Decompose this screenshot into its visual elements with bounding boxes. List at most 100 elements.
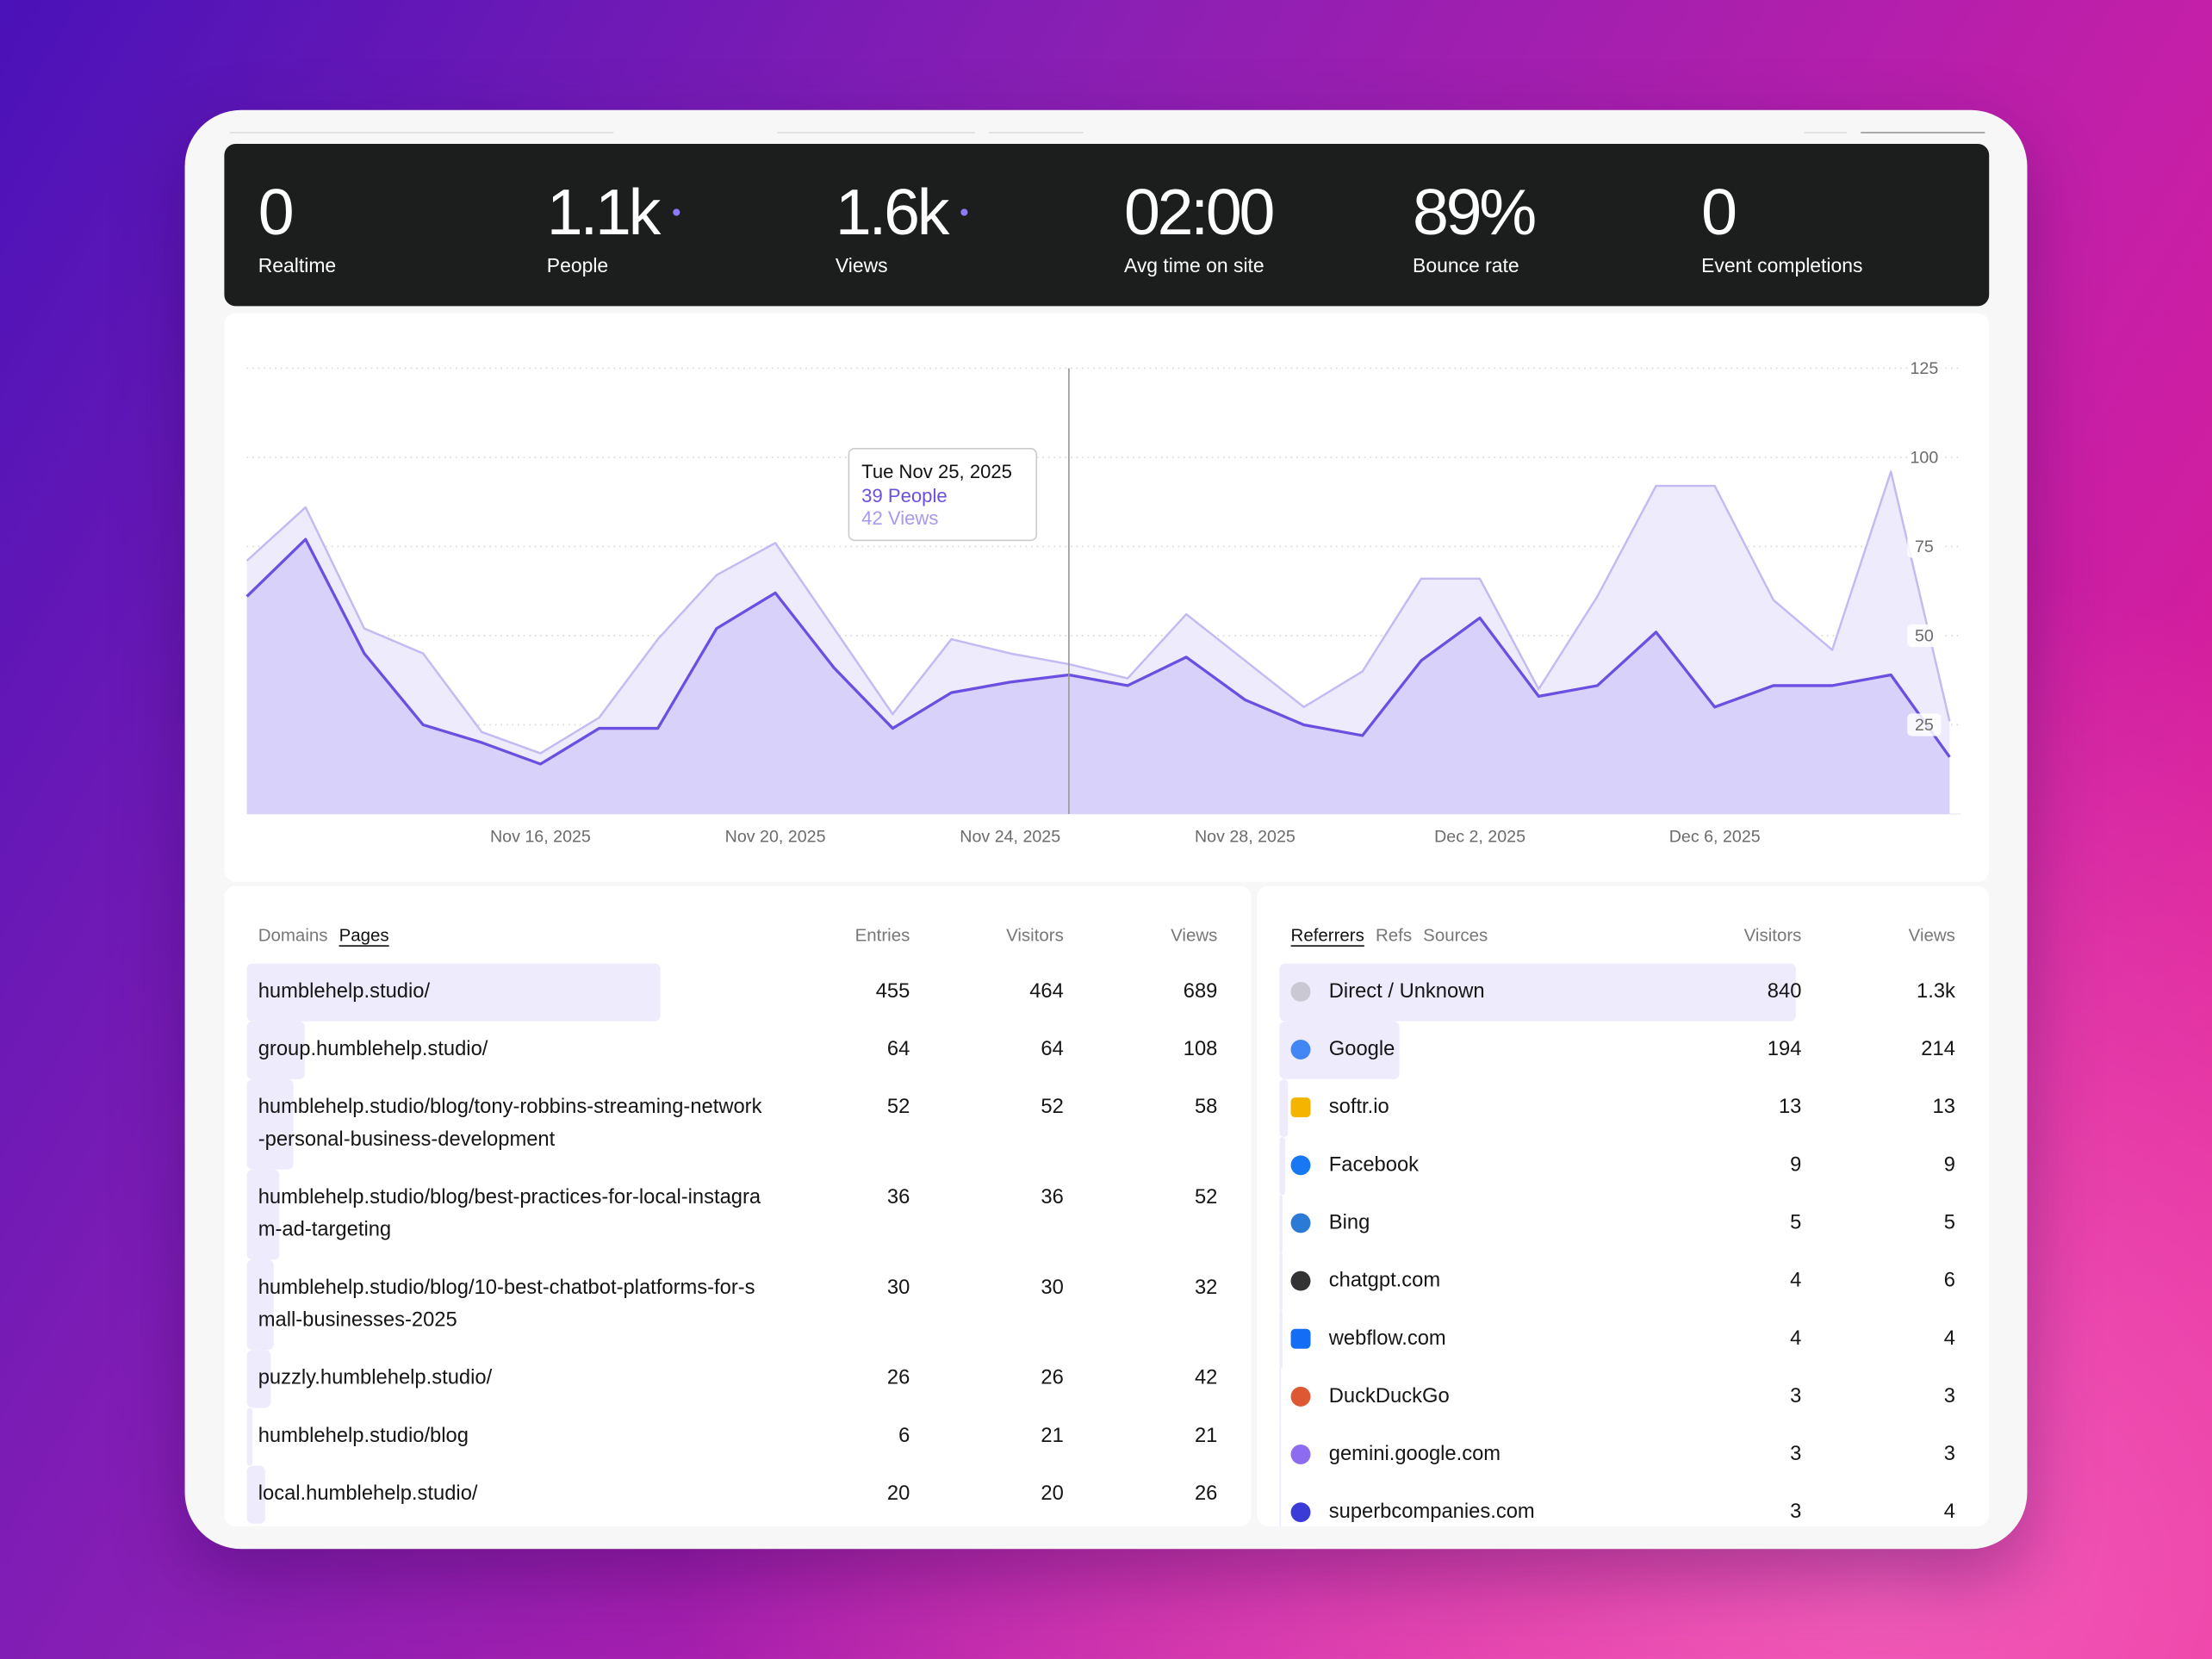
cell: 6 <box>1943 1269 1955 1293</box>
tab[interactable]: Referrers <box>1290 925 1364 946</box>
cell: 464 <box>1029 980 1064 1003</box>
x-tick-label: Nov 16, 2025 <box>490 828 591 847</box>
referrer-icon <box>1290 1040 1311 1059</box>
row-name: humblehelp.studio/ <box>258 980 431 1003</box>
stat: 1.1k People <box>547 175 680 276</box>
referrer-icon <box>1290 1386 1311 1407</box>
table-row: DuckDuckGo 3 3 <box>1279 1368 1989 1426</box>
tabs: Referrers Refs Sources <box>1291 925 1500 945</box>
referrer-icon <box>1290 1328 1311 1349</box>
row-name: Direct / Unknown <box>1328 980 1485 1003</box>
y-tick-label: 75 <box>1915 537 1934 556</box>
row-name: local.humblehelp.studio/ <box>258 1482 478 1506</box>
row-name: webflow.com <box>1328 1327 1446 1351</box>
cell: 455 <box>875 980 910 1003</box>
row-name: chatgpt.com <box>1328 1269 1441 1293</box>
stat-value-row: 1.1k <box>547 175 680 248</box>
cell: 64 <box>1041 1038 1064 1061</box>
cell: 30 <box>886 1277 910 1300</box>
tooltip-line: 39 People <box>861 485 948 506</box>
cell: 20 <box>886 1482 910 1506</box>
row-name: humblehelp.studio/blog/10-best-chatbot-p… <box>258 1277 755 1333</box>
row-bar <box>246 1078 295 1170</box>
table-row: humblehelp.studio/455 464 689 <box>246 963 1252 1022</box>
row-bar <box>246 1259 275 1351</box>
y-tick-label: 125 <box>1911 359 1939 378</box>
cell: 3 <box>1943 1443 1955 1466</box>
cell: 26 <box>1194 1482 1218 1506</box>
tab[interactable]: Sources <box>1423 925 1488 946</box>
cell: 6 <box>898 1425 910 1448</box>
tabs: Domains Pages <box>258 925 401 945</box>
stat: 89% Bounce rate <box>1413 175 1537 276</box>
tab[interactable]: Pages <box>339 925 389 946</box>
tab[interactable]: Domains <box>258 925 328 946</box>
cell: 3 <box>1790 1443 1802 1466</box>
x-tick-label: Nov 24, 2025 <box>960 828 1060 847</box>
referrer-icon <box>1290 1271 1311 1291</box>
referrers-panel: Referrers Refs Sources Visitors Views Direct … <box>1257 885 1990 1527</box>
stat-value: 1.6k <box>835 175 950 249</box>
stat-value-row: 89% <box>1413 175 1537 248</box>
tick-label-bg <box>1907 357 1942 380</box>
row-name: Facebook <box>1328 1153 1420 1177</box>
table-row: group.humblehelp.studio/64 64 108 <box>246 1021 1252 1079</box>
cell: 4 <box>1790 1269 1802 1293</box>
cell: 13 <box>1932 1096 1955 1119</box>
stat-value-row: 0 <box>258 175 336 248</box>
cell: 689 <box>1183 980 1218 1003</box>
cell: 13 <box>1778 1096 1802 1119</box>
row-bar <box>246 1407 252 1466</box>
referrer-icon <box>1290 1155 1311 1176</box>
table-row: Direct / Unknown 840 1.3k <box>1279 963 1989 1022</box>
table-row: Bing 5 5 <box>1279 1195 1989 1253</box>
row-bar <box>246 1350 271 1408</box>
row-bar <box>1279 1426 1282 1484</box>
dashboard-window: 0 Realtime 1.1k People 1.6k Views 02:00 Avg tim… <box>184 109 2028 1550</box>
chart: 25 50 75 100 125 Nov 16, 2025 Nov 20, 2025 Nov … <box>245 357 1961 847</box>
tick-label-bg <box>1907 713 1942 736</box>
table-row: Facebook 9 9 <box>1279 1137 1989 1196</box>
stats-bar: 0 Realtime 1.1k People 1.6k Views 02:00 Avg tim… <box>224 144 1990 307</box>
column-header: Views <box>1908 925 1955 946</box>
cell: 52 <box>1194 1186 1218 1209</box>
row-bar <box>246 1021 306 1079</box>
cell: 4 <box>1943 1327 1955 1351</box>
tooltip-title: Tue Nov 25, 2025 <box>861 461 1012 482</box>
series-line <box>245 470 1951 755</box>
stat-label: Avg time on site <box>1123 253 1264 276</box>
column-header: Visitors <box>1743 925 1802 946</box>
cell: 26 <box>1041 1366 1064 1390</box>
table-row: humblehelp.studio/blog/tony-robbins-stre… <box>246 1078 1252 1170</box>
stat-value: 1.1k <box>546 175 662 249</box>
row-name: Google <box>1328 1038 1395 1061</box>
row-name: puzzly.humblehelp.studio/ <box>258 1366 493 1390</box>
stat-value: 0 <box>258 175 295 249</box>
tooltip-line: 42 Views <box>861 507 938 529</box>
cell: 26 <box>886 1366 910 1390</box>
cell: 9 <box>1943 1153 1955 1177</box>
stat-label: People <box>546 253 609 276</box>
stat: 1.6k Views <box>836 175 968 276</box>
cell: 21 <box>1194 1425 1218 1448</box>
tab[interactable]: Refs <box>1375 925 1413 946</box>
cell: 32 <box>1194 1277 1218 1300</box>
cell: 3 <box>1943 1385 1955 1408</box>
stat-value-row: 02:00 <box>1123 175 1275 249</box>
referrer-icon <box>1290 1213 1311 1233</box>
cell: 840 <box>1767 980 1802 1003</box>
row-bar <box>1279 1137 1285 1196</box>
stat-value: 02:00 <box>1123 175 1275 249</box>
row-bar <box>1279 963 1796 1022</box>
stat-value-row: 0 <box>1701 175 1862 248</box>
cell: 52 <box>886 1096 910 1119</box>
cell: 108 <box>1183 1038 1218 1061</box>
tooltip-box <box>848 447 1038 542</box>
row-bar <box>1279 1252 1283 1311</box>
stat: 0 Event completions <box>1701 175 1862 276</box>
row-bar <box>1279 1310 1283 1369</box>
cell: 9 <box>1790 1153 1802 1177</box>
column-header: Visitors <box>1006 925 1064 946</box>
y-tick-label: 100 <box>1911 449 1939 468</box>
row-name: Bing <box>1328 1211 1370 1235</box>
